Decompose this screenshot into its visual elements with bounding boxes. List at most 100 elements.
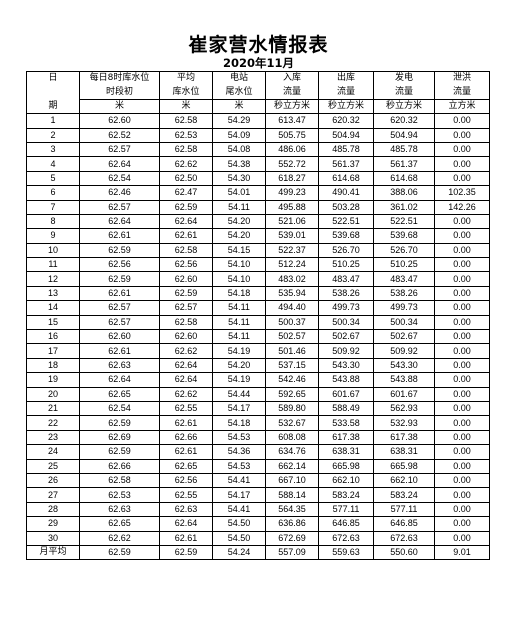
value-cell: 62.59: [79, 242, 160, 259]
value-cell: 54.20: [212, 213, 266, 230]
header-row-2: 时段初 库水位 尾水位 流量 流量 流量 流量: [26, 85, 490, 100]
value-cell: 608.08: [265, 429, 319, 446]
value-cell: 537.15: [265, 357, 319, 374]
value-cell: 667.10: [265, 472, 319, 489]
header-cell: 流量: [265, 85, 319, 100]
report-title: 崔家营水情报表: [188, 34, 329, 56]
value-cell: 0.00: [434, 429, 490, 446]
value-cell: 504.94: [318, 127, 374, 143]
value-cell: 62.59: [159, 199, 213, 215]
value-cell: 614.68: [318, 170, 374, 187]
value-cell: 62.61: [79, 228, 160, 244]
table-row: 17 62.61 62.62 54.19 501.46 509.92 509.92 0.00: [26, 343, 490, 359]
value-cell: 0.00: [434, 516, 490, 532]
value-cell: 54.01: [212, 185, 266, 201]
table-row: 25 62.66 62.65 54.53 662.14 665.98 665.98 0.00: [26, 458, 490, 474]
header-row-1: 日 每日8时库水位 平均 电站 入库 出库 发电 泄洪: [26, 71, 490, 86]
value-cell: 54.36: [212, 444, 266, 460]
value-cell: 532.67: [265, 415, 319, 431]
value-cell: 62.57: [79, 141, 160, 158]
value-cell: 62.62: [79, 530, 160, 546]
value-cell: 54.41: [212, 472, 266, 489]
value-cell: 539.68: [373, 228, 435, 244]
value-cell: 646.85: [373, 516, 435, 532]
header-cell: 出库: [318, 71, 374, 86]
value-cell: 54.18: [212, 285, 266, 302]
value-cell: 62.64: [79, 372, 160, 388]
value-cell: 617.38: [318, 429, 374, 446]
header-cell: 流量: [373, 85, 435, 100]
value-cell: 672.63: [373, 530, 435, 546]
header-cell: 每日8时库水位: [79, 71, 160, 86]
value-cell: 62.63: [159, 501, 213, 518]
value-cell: 499.23: [265, 185, 319, 201]
value-cell: 62.57: [159, 300, 213, 316]
value-cell: 0.00: [434, 113, 490, 129]
value-cell: 62.55: [159, 487, 213, 503]
value-cell: 62.65: [159, 458, 213, 474]
value-cell: 499.73: [373, 300, 435, 316]
value-cell: 62.59: [159, 285, 213, 302]
value-cell: 538.26: [318, 285, 374, 302]
value-cell: 62.59: [159, 544, 213, 561]
header-cell: 秒立方米: [373, 98, 435, 115]
value-cell: 500.37: [265, 314, 319, 331]
value-cell: 62.64: [79, 213, 160, 230]
date-cell: 27: [26, 487, 80, 503]
header-cell: 日: [26, 71, 80, 86]
value-cell: 577.11: [373, 501, 435, 518]
value-cell: 502.57: [265, 329, 319, 345]
value-cell: 62.60: [79, 329, 160, 345]
table-row: 18 62.63 62.64 54.20 537.15 543.30 543.30 0.00: [26, 357, 490, 374]
value-cell: 62.58: [79, 472, 160, 489]
value-cell: 62.57: [79, 314, 160, 331]
value-cell: 0.00: [434, 487, 490, 503]
value-cell: 662.10: [318, 472, 374, 489]
value-cell: 62.58: [159, 113, 213, 129]
value-cell: 562.93: [373, 400, 435, 417]
value-cell: 0.00: [434, 141, 490, 158]
header-cell: 泄洪: [434, 71, 490, 86]
value-cell: 601.67: [318, 386, 374, 402]
table-row: 8 62.64 62.64 54.20 521.06 522.51 522.51 0.00: [26, 213, 490, 230]
value-cell: 9.01: [434, 544, 490, 561]
value-cell: 535.94: [265, 285, 319, 302]
value-cell: 0.00: [434, 357, 490, 374]
value-cell: 543.88: [373, 372, 435, 388]
value-cell: 634.76: [265, 444, 319, 460]
header-cell: 入库: [265, 71, 319, 86]
value-cell: 502.67: [373, 329, 435, 345]
value-cell: 54.20: [212, 357, 266, 374]
header-cell: 时段初: [79, 85, 160, 100]
value-cell: 62.69: [79, 429, 160, 446]
value-cell: 592.65: [265, 386, 319, 402]
value-cell: 0.00: [434, 472, 490, 489]
value-cell: 588.49: [318, 400, 374, 417]
value-cell: 62.62: [159, 386, 213, 402]
value-cell: 561.37: [373, 156, 435, 172]
value-cell: 62.64: [159, 372, 213, 388]
table-row: 4 62.64 62.62 54.38 552.72 561.37 561.37 0.00: [26, 156, 490, 172]
value-cell: 62.58: [159, 314, 213, 331]
value-cell: 62.50: [159, 170, 213, 187]
header-cell: 库水位: [159, 85, 213, 100]
table-row: 1 62.60 62.58 54.29 613.47 620.32 620.32 0.00: [26, 113, 490, 129]
value-cell: 361.02: [373, 199, 435, 215]
value-cell: 62.59: [79, 415, 160, 431]
date-cell: 1: [26, 113, 80, 129]
table-row: 29 62.65 62.64 54.50 636.86 646.85 646.85 0.00: [26, 516, 490, 532]
date-cell: 20: [26, 386, 80, 402]
table-row: 19 62.64 62.64 54.19 542.46 543.88 543.88 0.00: [26, 372, 490, 388]
value-cell: 583.24: [318, 487, 374, 503]
value-cell: 636.86: [265, 516, 319, 532]
value-cell: 62.64: [159, 516, 213, 532]
value-cell: 543.30: [318, 357, 374, 374]
header-cell: 电站: [212, 71, 266, 86]
date-cell: 14: [26, 300, 80, 316]
value-cell: 54.10: [212, 271, 266, 287]
value-cell: 62.64: [79, 156, 160, 172]
value-cell: 62.61: [159, 228, 213, 244]
value-cell: 54.10: [212, 257, 266, 273]
value-cell: 0.00: [434, 213, 490, 230]
value-cell: 54.11: [212, 329, 266, 345]
